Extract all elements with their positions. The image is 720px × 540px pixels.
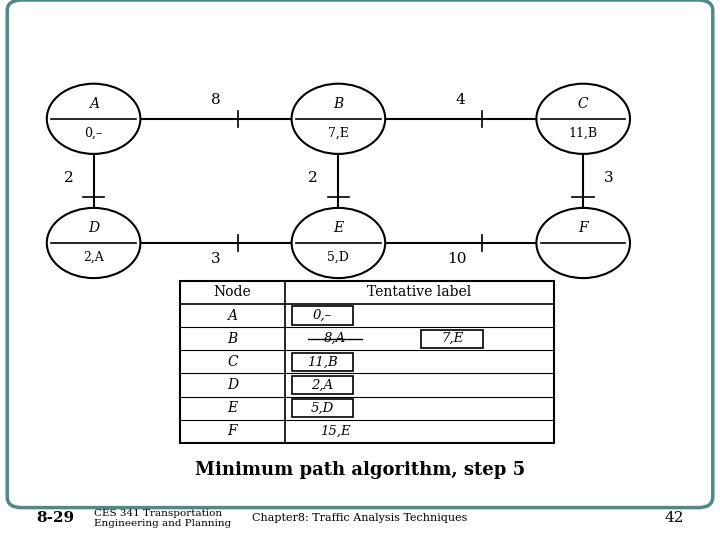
Text: D: D — [88, 221, 99, 235]
Circle shape — [536, 84, 630, 154]
Text: 3: 3 — [211, 252, 221, 266]
Text: 2,A: 2,A — [84, 251, 104, 264]
Text: 10: 10 — [447, 252, 467, 266]
Text: D: D — [227, 378, 238, 392]
Circle shape — [47, 208, 140, 278]
Text: 3: 3 — [603, 171, 613, 185]
Text: 5,D: 5,D — [328, 251, 349, 264]
Text: 15,E: 15,E — [320, 425, 351, 438]
Text: 7,E: 7,E — [328, 127, 348, 140]
Text: A: A — [89, 97, 99, 111]
Text: Tentative label: Tentative label — [367, 285, 472, 299]
Bar — [292, 307, 354, 325]
Text: A: A — [228, 308, 238, 322]
Text: 7,E: 7,E — [441, 332, 463, 345]
Circle shape — [292, 84, 385, 154]
Text: 2: 2 — [308, 171, 318, 185]
Text: 8,A: 8,A — [324, 332, 346, 345]
Circle shape — [536, 208, 630, 278]
Bar — [292, 399, 354, 417]
Bar — [421, 329, 482, 348]
Bar — [292, 376, 354, 394]
Text: 0,–: 0,– — [84, 127, 103, 140]
Text: F: F — [228, 424, 237, 438]
Bar — [180, 281, 554, 443]
Text: 11,B: 11,B — [569, 127, 598, 140]
Text: E: E — [333, 221, 343, 235]
Text: 8-29: 8-29 — [36, 511, 74, 525]
Text: 2: 2 — [63, 171, 73, 185]
Text: 8: 8 — [211, 93, 221, 107]
Text: 4: 4 — [456, 93, 466, 107]
Text: C: C — [578, 97, 588, 111]
Text: CES 341 Transportation
Engineering and Planning: CES 341 Transportation Engineering and P… — [94, 509, 231, 528]
Text: B: B — [228, 332, 238, 346]
Text: 0,–: 0,– — [313, 309, 332, 322]
Text: Minimum path algorithm, step 5: Minimum path algorithm, step 5 — [195, 461, 525, 479]
Text: B: B — [333, 97, 343, 111]
Text: E: E — [228, 401, 238, 415]
Text: F: F — [578, 221, 588, 235]
Text: C: C — [227, 355, 238, 369]
FancyBboxPatch shape — [7, 0, 713, 508]
Circle shape — [47, 84, 140, 154]
Circle shape — [292, 208, 385, 278]
Text: Chapter8: Traffic Analysis Techniques: Chapter8: Traffic Analysis Techniques — [252, 514, 468, 523]
Text: 11,B: 11,B — [307, 355, 338, 368]
Text: 42: 42 — [665, 511, 684, 525]
Text: 5,D: 5,D — [311, 402, 334, 415]
Text: 2,A: 2,A — [312, 379, 334, 392]
Text: Node: Node — [214, 285, 251, 299]
Bar — [292, 353, 354, 371]
